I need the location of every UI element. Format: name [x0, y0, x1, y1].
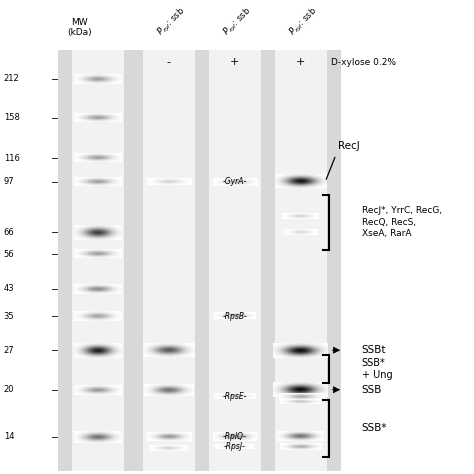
- Text: 27: 27: [4, 346, 14, 355]
- Text: 212: 212: [4, 74, 19, 83]
- Text: SSBt: SSBt: [362, 345, 386, 355]
- Text: +: +: [230, 57, 239, 67]
- Bar: [275, 50, 327, 471]
- Text: -RpsE-: -RpsE-: [222, 392, 247, 401]
- Bar: [209, 50, 261, 471]
- Text: +: +: [296, 57, 305, 67]
- Text: 56: 56: [4, 250, 14, 259]
- Bar: [72, 50, 124, 471]
- Text: -RpsB-: -RpsB-: [222, 311, 247, 320]
- Text: 14: 14: [4, 432, 14, 441]
- Text: D-xylose 0.2%: D-xylose 0.2%: [331, 58, 396, 67]
- Text: -GyrA-: -GyrA-: [222, 177, 247, 186]
- Text: 35: 35: [4, 311, 14, 320]
- Text: MW
(kDa): MW (kDa): [67, 18, 91, 37]
- Text: 66: 66: [4, 228, 15, 237]
- Text: -: -: [167, 57, 171, 67]
- Bar: [143, 50, 195, 471]
- Text: RecJ: RecJ: [338, 141, 360, 151]
- Text: SSB: SSB: [362, 385, 382, 395]
- Text: SSB*: SSB*: [362, 423, 387, 434]
- Text: $\mathit{P}_{xyl}$: ssb: $\mathit{P}_{xyl}$: ssb: [287, 6, 320, 39]
- Bar: [58, 50, 341, 471]
- Text: 158: 158: [4, 113, 19, 122]
- Text: RecJ*, YrrC, RecG,
RecQ, RecS,
XseA, RarA: RecJ*, YrrC, RecG, RecQ, RecS, XseA, Rar…: [362, 206, 442, 238]
- Text: -RplQ-: -RplQ-: [223, 432, 246, 441]
- Text: 116: 116: [4, 154, 19, 163]
- Text: -RpsJ-: -RpsJ-: [224, 442, 246, 451]
- Text: 43: 43: [4, 284, 14, 293]
- Text: SSB*
+ Ung: SSB* + Ung: [362, 358, 392, 381]
- Text: 20: 20: [4, 385, 14, 394]
- Text: $\mathit{P}_{xyl}$: ssb: $\mathit{P}_{xyl}$: ssb: [155, 6, 189, 39]
- Text: $\mathit{P}_{xyl}$: ssb: $\mathit{P}_{xyl}$: ssb: [221, 6, 255, 39]
- Text: 97: 97: [4, 177, 14, 186]
